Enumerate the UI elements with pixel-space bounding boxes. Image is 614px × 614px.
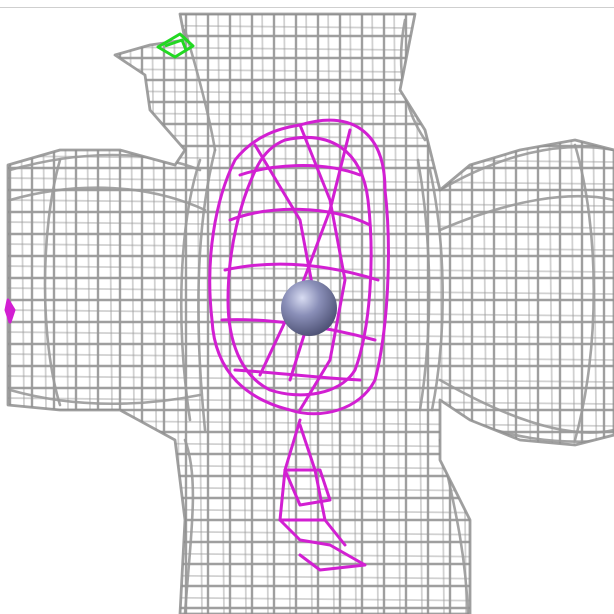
difference-mesh-strand <box>283 468 332 507</box>
mesh-gridline-back <box>503 14 511 614</box>
mesh-gridline-back <box>8 353 614 361</box>
difference-mesh-strand <box>233 368 362 382</box>
density-contour <box>197 148 217 432</box>
difference-mesh-strand <box>298 423 347 547</box>
density-contour <box>8 153 202 172</box>
difference-mesh-strand <box>258 128 352 377</box>
mesh-gridline-back <box>8 551 614 559</box>
mesh-gridline-back <box>85 14 93 614</box>
mesh-gridline-back <box>8 419 614 427</box>
mesh-gridline-back <box>481 14 489 614</box>
difference-mesh-strand <box>253 143 317 382</box>
mesh-gridline-back <box>107 14 115 614</box>
mesh-gridline-back <box>8 243 614 251</box>
density-contour <box>438 378 614 434</box>
mesh-gridline-back <box>8 595 614 603</box>
difference-mesh-strand <box>278 418 367 572</box>
difference-mesh-strand <box>223 262 380 282</box>
mesh-gridline-back <box>393 14 401 614</box>
mesh-gridline-back <box>239 14 247 614</box>
mesh-gridline-back <box>63 14 71 614</box>
mesh-gridline-back <box>217 14 225 614</box>
mesh-gridline-back <box>8 507 614 515</box>
difference-mesh-strand <box>298 123 347 412</box>
density-contour <box>8 186 207 212</box>
density-contour <box>438 195 614 232</box>
mesh-gridline-back <box>8 177 614 185</box>
mesh-gridline-back <box>8 375 614 383</box>
small-green-mesh <box>156 32 195 59</box>
mesh-gridline-back <box>8 573 614 581</box>
density-contour <box>183 438 195 614</box>
mesh-gridline-back <box>8 485 614 493</box>
density-contour <box>573 143 596 442</box>
density-contour <box>416 158 431 412</box>
mesh-gridline-back <box>415 14 423 614</box>
difference-mesh-strand <box>208 118 390 416</box>
density-contour <box>8 388 202 406</box>
difference-mesh-strand <box>238 164 362 177</box>
mesh-gridline-back <box>459 14 467 614</box>
mesh-gridline-back <box>19 14 27 614</box>
difference-mesh-fragment <box>4 298 16 324</box>
density-contour <box>438 145 614 192</box>
mesh-gridline-back <box>261 14 269 614</box>
mesh-gridline-back <box>8 155 614 163</box>
density-mesh-outline <box>6 12 614 614</box>
mesh-gridline-back <box>8 221 614 229</box>
density-silhouette <box>6 12 614 614</box>
atom-sphere[interactable] <box>281 280 337 336</box>
difference-mesh-strand <box>228 207 372 227</box>
mesh-gridline-back <box>129 14 137 614</box>
mesh-gridline-back <box>569 14 577 614</box>
mesh-gridline-back <box>349 14 357 614</box>
density-contour <box>43 158 62 407</box>
mesh-gridline-back <box>371 14 379 614</box>
viewer-top-border <box>0 7 614 8</box>
density-contour <box>179 158 202 422</box>
difference-mesh-strand <box>226 136 373 397</box>
mesh-gridline-back <box>525 14 533 614</box>
mesh-gridline-back <box>8 529 614 537</box>
mesh-gridline-back <box>547 14 555 614</box>
density-contour <box>428 168 444 412</box>
